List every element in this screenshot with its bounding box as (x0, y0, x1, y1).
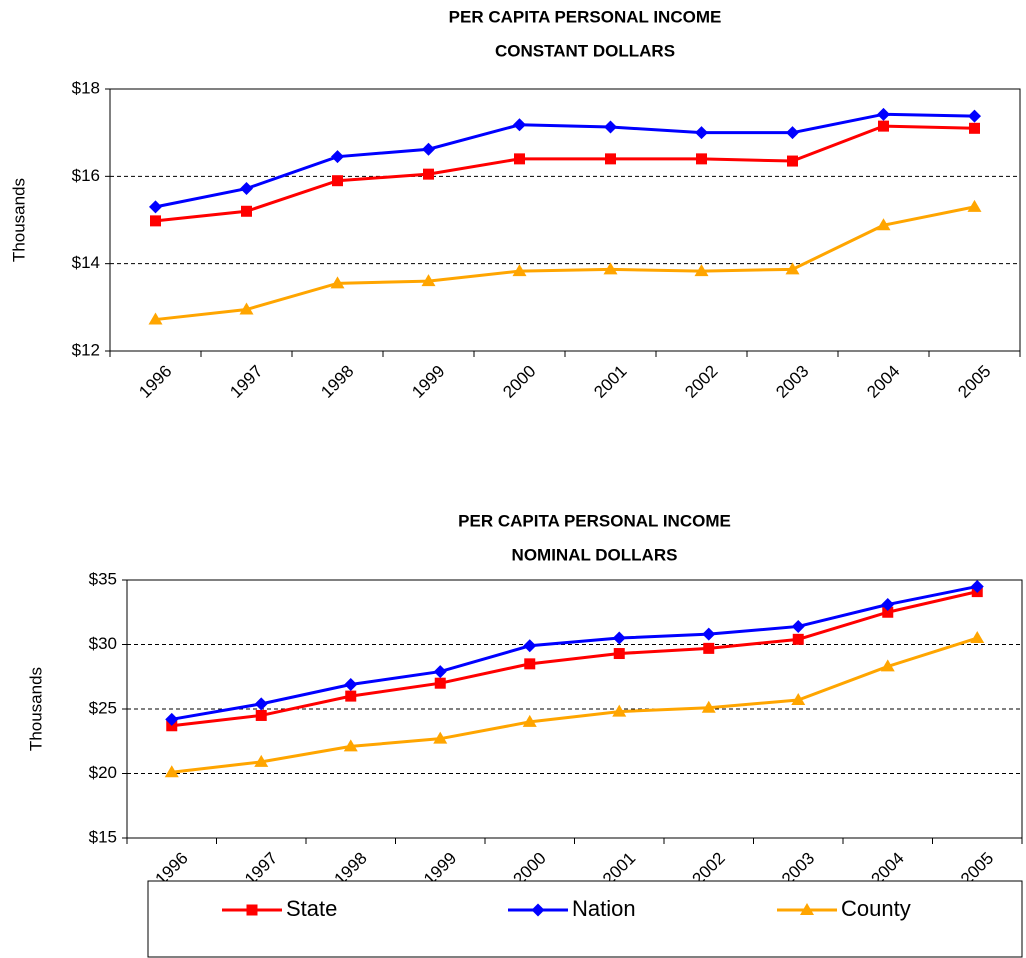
marker (612, 631, 626, 645)
marker (345, 690, 357, 702)
marker (255, 709, 267, 721)
marker (969, 122, 980, 134)
marker (434, 677, 446, 689)
series-line (155, 205, 975, 322)
x-tick-label: 2002 (681, 362, 721, 402)
x-tick-label: 1998 (317, 362, 357, 402)
marker (970, 631, 985, 644)
marker (422, 142, 435, 156)
x-tick-label: 2004 (863, 362, 903, 402)
marker (787, 155, 798, 167)
marker (164, 765, 179, 778)
legend-box (147, 880, 1023, 958)
chart-subtitle: NOMINAL DOLLARS (512, 545, 678, 564)
legend-label: State (286, 896, 337, 921)
marker (241, 205, 252, 217)
chart-title: PER CAPITA PERSONAL INCOME (449, 7, 722, 26)
marker (254, 754, 269, 767)
marker (876, 218, 891, 231)
marker (433, 731, 448, 744)
y-tick-label: $16 (72, 166, 100, 185)
marker (703, 642, 715, 654)
marker (165, 712, 179, 726)
series-line (171, 584, 978, 721)
marker (331, 150, 344, 164)
legend-marker (531, 903, 545, 917)
marker (878, 120, 889, 132)
marker (968, 109, 981, 123)
y-tick-label: $25 (89, 698, 117, 717)
marker (694, 264, 709, 277)
legend-label: County (841, 896, 911, 921)
marker (613, 648, 625, 660)
marker (523, 639, 537, 653)
series-line (155, 112, 975, 209)
marker (880, 659, 895, 672)
x-tick-label: 1999 (408, 362, 448, 402)
series-line (171, 636, 978, 774)
marker (239, 302, 254, 315)
marker (702, 627, 716, 641)
series-line (155, 124, 975, 223)
marker (701, 700, 716, 713)
x-tick-label: 2001 (590, 362, 630, 402)
x-tick-label: 2005 (954, 362, 994, 402)
y-tick-label: $35 (89, 569, 117, 588)
marker (344, 677, 358, 691)
marker (148, 312, 163, 325)
y-tick-label: $20 (89, 763, 117, 782)
y-tick-label: $14 (72, 253, 100, 272)
marker (792, 633, 804, 645)
marker (695, 126, 708, 140)
marker (785, 262, 800, 275)
chart-title: PER CAPITA PERSONAL INCOME (458, 511, 731, 530)
marker (150, 215, 161, 227)
marker (970, 579, 984, 593)
marker (791, 692, 806, 705)
marker (423, 168, 434, 180)
marker (421, 274, 436, 287)
legend-marker (246, 904, 258, 916)
marker (603, 262, 618, 275)
y-tick-label: $15 (89, 827, 117, 846)
y-axis-label: Thousands (9, 178, 28, 262)
y-tick-label: $12 (72, 340, 100, 359)
y-axis-label: Thousands (26, 667, 45, 751)
series-line (171, 590, 978, 728)
marker (513, 118, 526, 132)
marker (433, 665, 447, 679)
marker (786, 126, 799, 140)
marker (512, 264, 527, 277)
marker (522, 714, 537, 727)
marker (877, 107, 890, 121)
marker (882, 606, 894, 618)
marker (240, 182, 253, 196)
marker (514, 153, 525, 165)
marker (524, 658, 536, 670)
x-tick-label: 2000 (499, 362, 539, 402)
x-tick-label: 1996 (135, 362, 175, 402)
marker (149, 200, 162, 214)
x-tick-label: 1997 (226, 362, 266, 402)
y-tick-label: $30 (89, 634, 117, 653)
marker (343, 739, 358, 752)
chart-subtitle: CONSTANT DOLLARS (495, 41, 675, 60)
x-tick-label: 2003 (772, 362, 812, 402)
marker (330, 276, 345, 289)
marker (696, 153, 707, 165)
marker (604, 120, 617, 134)
marker (605, 153, 616, 165)
legend-marker (800, 903, 814, 915)
legend-label: Nation (572, 896, 636, 921)
marker (881, 598, 895, 612)
marker (967, 199, 982, 212)
marker (254, 697, 268, 711)
marker (612, 704, 627, 717)
y-tick-label: $18 (72, 78, 100, 97)
marker (332, 175, 343, 187)
marker (791, 619, 805, 633)
